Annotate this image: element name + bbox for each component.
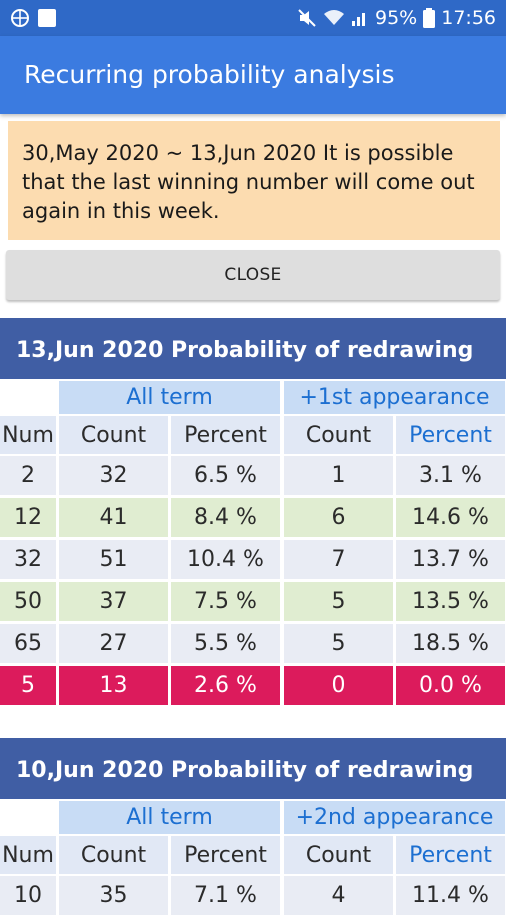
table-cell-percent: 6.5 % <box>171 456 280 495</box>
status-bar: 95% 17:56 <box>0 0 506 36</box>
column-header-count: Count <box>59 416 168 454</box>
close-button[interactable]: CLOSE <box>6 250 500 300</box>
table-cell-num: 65 <box>0 624 56 663</box>
square-icon <box>38 9 56 27</box>
column-header-percent: Percent <box>171 416 280 454</box>
group-header-appearance: +1st appearance <box>284 381 505 414</box>
status-right: 95% 17:56 <box>297 7 496 29</box>
table-cell-num: 12 <box>0 498 56 537</box>
table-cell-count: 5 <box>284 582 393 621</box>
table-cell-percent: 10.4 % <box>171 540 280 579</box>
page-title: Recurring probability analysis <box>24 60 395 89</box>
table-cell-count: 6 <box>284 498 393 537</box>
column-header-count: Count <box>284 836 393 874</box>
table-cell-count: 4 <box>284 876 393 915</box>
table-cell-count: 35 <box>59 876 168 915</box>
probability-table: All term +2nd appearance Num Count Perce… <box>0 799 506 915</box>
app-bar: Recurring probability analysis <box>0 36 506 114</box>
table-cell-percent: 5.5 % <box>171 624 280 663</box>
table-cell-num: 50 <box>0 582 56 621</box>
table-cell-count: 1 <box>284 456 393 495</box>
clock: 17:56 <box>441 7 496 29</box>
section-title: 13,Jun 2020 Probability of redrawing <box>0 318 506 379</box>
table-cell-num: 10 <box>0 876 56 915</box>
column-header-percent-sort[interactable]: Percent <box>396 836 505 874</box>
wifi-icon <box>324 10 344 25</box>
table-cell-percent: 7.5 % <box>171 582 280 621</box>
table-cell-num: 32 <box>0 540 56 579</box>
table-cell-percent: 13.5 % <box>396 582 505 621</box>
table-cell-count: 32 <box>59 456 168 495</box>
column-header-count: Count <box>284 416 393 454</box>
table-cell-percent: 7.1 % <box>171 876 280 915</box>
table-cell-percent: 8.4 % <box>171 498 280 537</box>
battery-percent: 95% <box>375 7 418 29</box>
group-header-all-term: All term <box>59 381 280 414</box>
status-left <box>10 8 56 28</box>
column-header-percent: Percent <box>171 836 280 874</box>
globe-icon <box>11 9 29 27</box>
mute-icon <box>298 9 316 27</box>
table-cell-percent: 11.4 % <box>396 876 505 915</box>
group-header-appearance: +2nd appearance <box>284 801 505 834</box>
table-cell-percent: 3.1 % <box>396 456 505 495</box>
table-cell-num: 2 <box>0 456 56 495</box>
notice-message: 30,May 2020 ~ 13,Jun 2020 It is possible… <box>8 121 500 240</box>
signal-icon <box>352 13 365 26</box>
table-cell-count: 7 <box>284 540 393 579</box>
battery-icon <box>423 8 436 28</box>
table-cell-percent: 18.5 % <box>396 624 505 663</box>
group-header-all-term: All term <box>59 801 280 834</box>
table-cell-num-highlight: 5 <box>0 666 56 705</box>
probability-table: All term +1st appearance Num Count Perce… <box>0 379 506 705</box>
table-cell-count-highlight: 0 <box>284 666 393 705</box>
section-title: 10,Jun 2020 Probability of redrawing <box>0 738 506 799</box>
table-cell-percent: 13.7 % <box>396 540 505 579</box>
table-cell-count: 27 <box>59 624 168 663</box>
table-cell-percent-highlight: 0.0 % <box>396 666 505 705</box>
table-cell-count: 5 <box>284 624 393 663</box>
table-cell-percent: 14.6 % <box>396 498 505 537</box>
column-header-count: Count <box>59 836 168 874</box>
table-cell-percent-highlight: 2.6 % <box>171 666 280 705</box>
table-cell-count-highlight: 13 <box>59 666 168 705</box>
column-header-num: Num <box>0 836 56 874</box>
column-header-percent-sort[interactable]: Percent <box>396 416 505 454</box>
column-header-num: Num <box>0 416 56 454</box>
table-cell-count: 37 <box>59 582 168 621</box>
table-cell-count: 41 <box>59 498 168 537</box>
table-cell-count: 51 <box>59 540 168 579</box>
